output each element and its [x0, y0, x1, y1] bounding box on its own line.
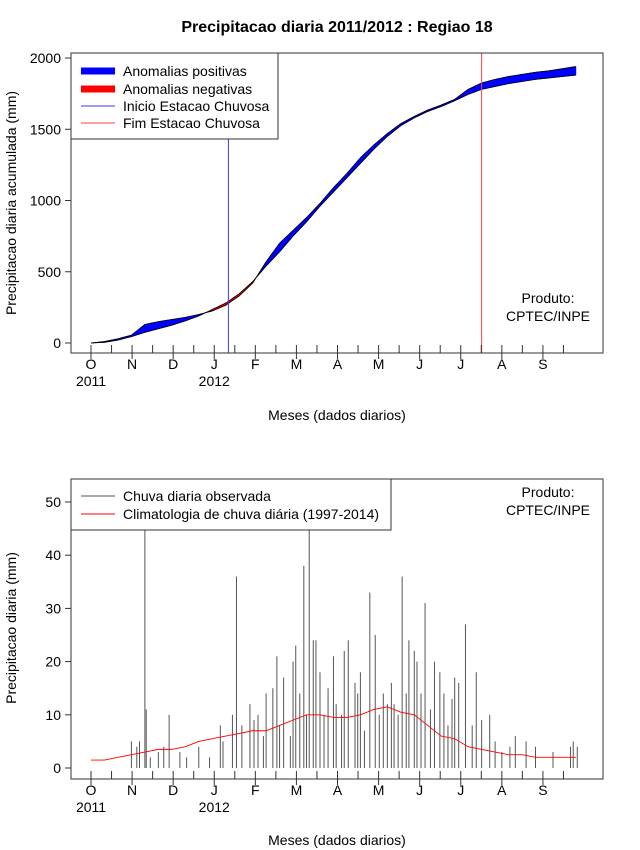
x-tick-label: S [538, 356, 547, 372]
x-tick-label: A [333, 356, 343, 372]
observed-daily-bars [130, 479, 578, 768]
cumulative-chart: Precipitacao diaria 2011/2012 : Regiao 1… [3, 19, 604, 423]
y-tick-label: 0 [53, 335, 61, 351]
chart1-y-axis-label: Precipitacao diaria acumulada (mm) [3, 91, 19, 315]
x-tick-label: M [291, 356, 303, 372]
climatology-cumulative-line [90, 74, 576, 344]
y-tick-label: 0 [53, 760, 61, 776]
x-tick-label: N [127, 356, 137, 372]
chart2-x-axis: O N D J F M A M J J A S 2011 2012 [76, 771, 564, 815]
chart1-legend-box [70, 52, 279, 140]
observed-cumulative-line [90, 66, 576, 344]
chart2-produto-line2: CPTEC/INPE [506, 502, 590, 518]
y-tick-label: 30 [45, 600, 61, 616]
chart1-x-axis: O N D J F M A M J J A S 2011 2012 [76, 345, 564, 389]
chart2-legend: Chuva diaria observada Climatologia de c… [70, 478, 392, 531]
x-tick-label: M [373, 356, 385, 372]
y-tick-label: 50 [45, 494, 61, 510]
chart1-x-axis-label: Meses (dados diarios) [268, 407, 406, 423]
legend-label-onset: Inicio Estacao Chuvosa [123, 98, 270, 114]
chart1-produto-line2: CPTEC/INPE [506, 308, 590, 324]
chart2-produto-line1: Produto: [522, 484, 575, 500]
legend-label-positive: Anomalias positivas [123, 63, 247, 79]
x-tick-label: J [211, 782, 218, 798]
y-tick-label: 1500 [30, 121, 61, 137]
legend-label-climatology: Climatologia de chuva diária (1997-2014) [123, 506, 379, 522]
x-year-label: 2012 [199, 799, 230, 815]
x-tick-label: D [168, 356, 178, 372]
x-tick-label: J [416, 356, 423, 372]
y-tick-label: 1000 [30, 193, 61, 209]
x-year-label: 2011 [76, 799, 106, 815]
chart1-legend: Anomalias positivas Anomalias negativas … [70, 52, 279, 140]
x-tick-label: J [416, 782, 423, 798]
chart2-y-axis-label: Precipitacao diaria (mm) [3, 552, 19, 704]
x-tick-label: D [168, 782, 178, 798]
chart1-y-axis: 0 500 1000 1500 2000 [30, 50, 71, 351]
x-tick-label: F [251, 782, 260, 798]
x-tick-label: S [538, 782, 547, 798]
x-year-label: 2012 [199, 373, 230, 389]
x-tick-label: A [497, 356, 507, 372]
x-tick-label: M [373, 782, 385, 798]
x-tick-label: F [251, 356, 260, 372]
y-tick-label: 10 [45, 707, 61, 723]
x-tick-label: J [211, 356, 218, 372]
x-year-label: 2011 [76, 373, 106, 389]
legend-label-observed: Chuva diaria observada [123, 488, 271, 504]
chart2-legend-box [70, 478, 392, 531]
x-tick-label: A [333, 782, 343, 798]
y-tick-label: 20 [45, 654, 61, 670]
x-tick-label: M [291, 782, 303, 798]
legend-label-end: Fim Estacao Chuvosa [123, 115, 260, 131]
chart2-y-axis: 0 10 20 30 40 50 [45, 494, 71, 776]
legend-label-negative: Anomalias negativas [123, 81, 252, 97]
x-tick-label: O [86, 782, 97, 798]
anomaly-segment [574, 66, 577, 76]
y-tick-label: 2000 [30, 50, 61, 66]
x-tick-label: J [457, 782, 464, 798]
y-tick-label: 40 [45, 547, 61, 563]
chart1-title: Precipitacao diaria 2011/2012 : Regiao 1… [181, 19, 492, 36]
chart2-x-axis-label: Meses (dados diarios) [268, 832, 406, 848]
x-tick-label: O [86, 356, 97, 372]
daily-chart: 0 10 20 30 40 50 O N D J F M A M J J A S 2011 2012 Precipi… [3, 478, 604, 848]
y-tick-label: 500 [38, 264, 62, 280]
x-tick-label: J [457, 356, 464, 372]
x-tick-label: N [127, 782, 137, 798]
chart1-produto-line1: Produto: [522, 290, 575, 306]
climatology-daily-line [91, 706, 576, 761]
x-tick-label: A [497, 782, 507, 798]
